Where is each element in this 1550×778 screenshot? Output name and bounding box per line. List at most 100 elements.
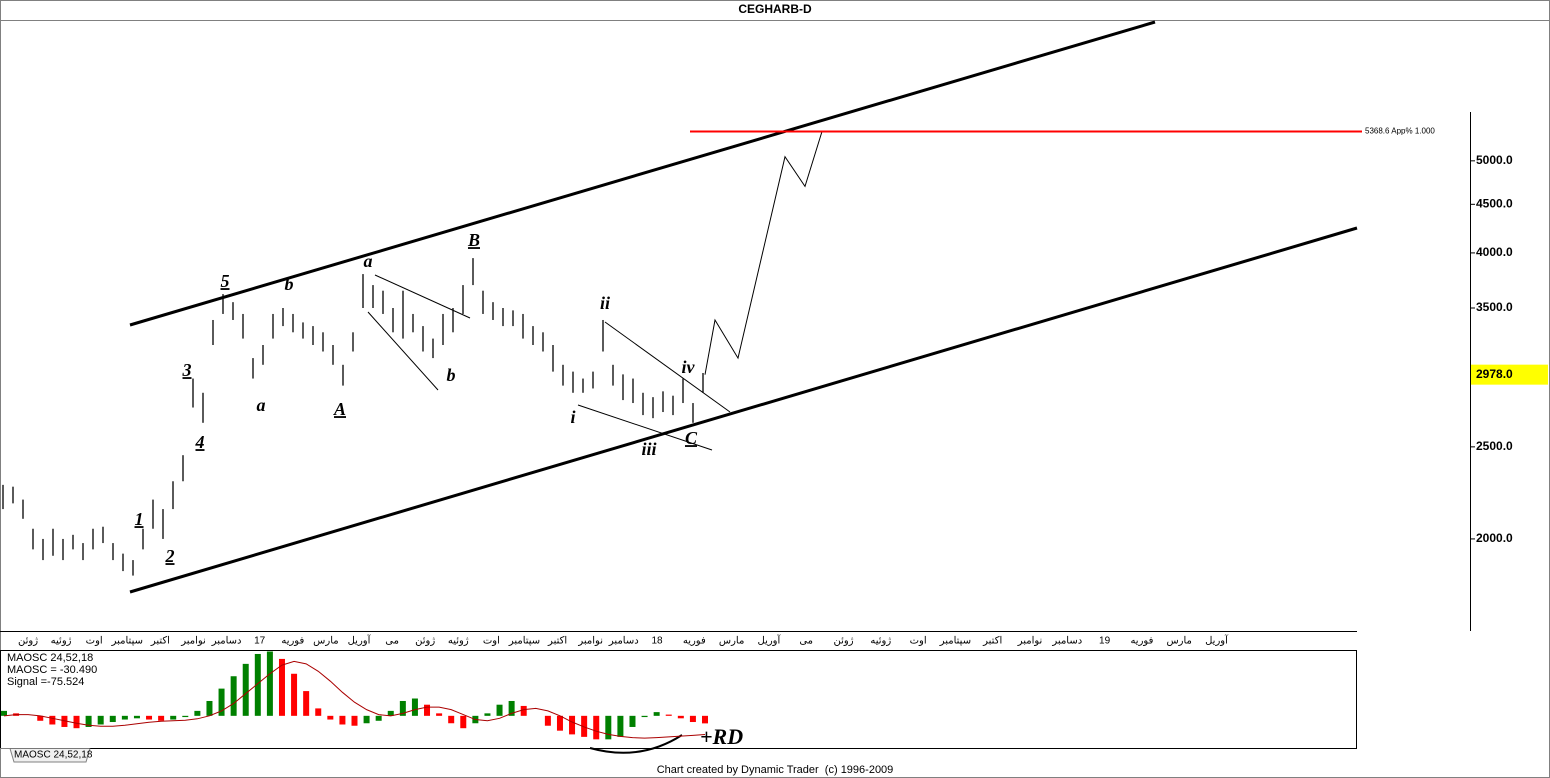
x-tick-label: مارس: [719, 636, 744, 647]
wave-label: C: [685, 428, 698, 448]
wave-label: ii: [600, 293, 610, 313]
histogram-bar: [291, 673, 298, 716]
divergence-curve: [589, 734, 683, 754]
x-tick-label: فوریه: [1130, 636, 1153, 647]
histogram-bar: [411, 698, 418, 716]
histogram-bar: [665, 714, 672, 716]
x-tick-label: اوت: [910, 636, 927, 647]
wave-label: a: [364, 251, 373, 271]
x-tick-label: نوامبر: [180, 636, 206, 647]
y-tick-label: 2000.0: [1476, 531, 1513, 545]
upper-channel-line: [129, 20, 1156, 327]
projection-line: [704, 131, 823, 375]
x-tick-label: آوریل: [758, 634, 782, 647]
histogram-bar: [315, 708, 322, 716]
histogram-bar: [556, 715, 563, 731]
x-tick-label: سپتامبر: [111, 636, 143, 647]
wave-label: i: [570, 407, 575, 427]
oscillator-panel: [0, 650, 1357, 749]
x-tick-label: سپتامبر: [508, 636, 540, 647]
histogram-bar: [544, 715, 551, 726]
histogram-bar: [266, 651, 273, 716]
histogram-bar: [460, 715, 467, 729]
histogram-bar: [61, 715, 68, 727]
histogram-bar: [85, 715, 92, 727]
histogram-bar: [617, 715, 624, 737]
histogram-bar: [170, 715, 177, 720]
wave-label: b: [447, 365, 456, 385]
wave-label: iii: [641, 439, 656, 459]
wave-label: A: [333, 399, 346, 419]
last-price-box: [1471, 364, 1548, 385]
indicator-tab[interactable]: [0, 748, 91, 763]
y-tick-label: 2500.0: [1476, 439, 1513, 453]
x-tick-label: ژوئن: [833, 636, 853, 647]
readout: Signal =-75.524: [7, 676, 84, 688]
histogram-bar: [702, 715, 708, 724]
readout: MAOSC = -30.490: [7, 664, 97, 676]
x-tick-label: می: [799, 636, 813, 647]
x-tick-label: ژوئیه: [448, 636, 469, 647]
histogram-bar: [97, 715, 104, 725]
histogram-bar: [242, 663, 249, 716]
x-tick-label: نوامبر: [1017, 636, 1043, 647]
histogram-bar: [230, 676, 237, 716]
wave-label: B: [467, 230, 480, 250]
histogram-bar: [49, 715, 56, 725]
x-tick-label: مارس: [1166, 636, 1191, 647]
x-tick-label: نوامبر: [577, 636, 603, 647]
histogram-bar: [569, 715, 576, 735]
histogram-bar: [677, 715, 684, 719]
x-tick-label: می: [385, 636, 399, 647]
x-tick-label: 19: [1099, 636, 1111, 647]
x-tick-label: سپتامبر: [939, 636, 971, 647]
lower-channel-line: [129, 226, 1358, 594]
wedge-line: [577, 404, 713, 451]
indicator-tab-label[interactable]: MAOSC 24,52,18: [14, 750, 93, 761]
histogram-bar: [629, 715, 636, 727]
wave-label: b: [285, 274, 294, 294]
histogram-bar: [37, 715, 44, 721]
histogram-bar: [436, 713, 443, 716]
x-tick-label: دسامبر: [1051, 636, 1082, 647]
histogram-bar: [363, 715, 370, 724]
wave-label: 2: [165, 546, 175, 566]
wave-label: iv: [682, 357, 696, 377]
histogram-bar: [73, 715, 80, 729]
x-tick-label: اکتبر: [547, 636, 567, 647]
histogram-bar: [194, 710, 201, 716]
histogram-bar: [605, 715, 612, 740]
x-tick-label: آوریل: [348, 634, 372, 647]
x-tick-label: ژوئن: [18, 636, 38, 647]
histogram-bar: [653, 712, 660, 716]
target-label: 5368.6 App% 1.000: [1365, 127, 1435, 136]
histogram-bar: [206, 700, 213, 716]
histogram-bar: [158, 715, 165, 721]
x-tick-label: اوت: [86, 636, 103, 647]
histogram-bar: [182, 715, 189, 718]
chart-title: CEGHARB-D: [738, 2, 812, 16]
histogram-bar: [581, 715, 588, 737]
y-tick-label: 3500.0: [1476, 300, 1513, 314]
wave-label: 3: [182, 360, 192, 380]
x-tick-label: 17: [254, 636, 266, 647]
histogram-bar: [109, 715, 116, 723]
signal-line: [3, 660, 706, 739]
x-tick-label: اکتبر: [150, 636, 170, 647]
footer: Chart created by Dynamic Trader (c) 1996…: [657, 764, 894, 776]
x-tick-label: فوریه: [683, 636, 706, 647]
histogram-bar: [327, 715, 334, 720]
x-tick-label: فوریه: [281, 636, 304, 647]
histogram-bar: [133, 715, 140, 719]
y-tick-label: 4000.0: [1476, 245, 1513, 259]
x-tick-label: مارس: [313, 636, 338, 647]
x-tick-label: دسامبر: [211, 636, 242, 647]
histogram-bar: [218, 688, 225, 716]
wedge-line: [374, 274, 471, 319]
histogram-bar: [1, 710, 7, 716]
wave-label: 4: [195, 432, 205, 452]
histogram-bar: [593, 715, 600, 740]
histogram-bar: [641, 715, 648, 718]
